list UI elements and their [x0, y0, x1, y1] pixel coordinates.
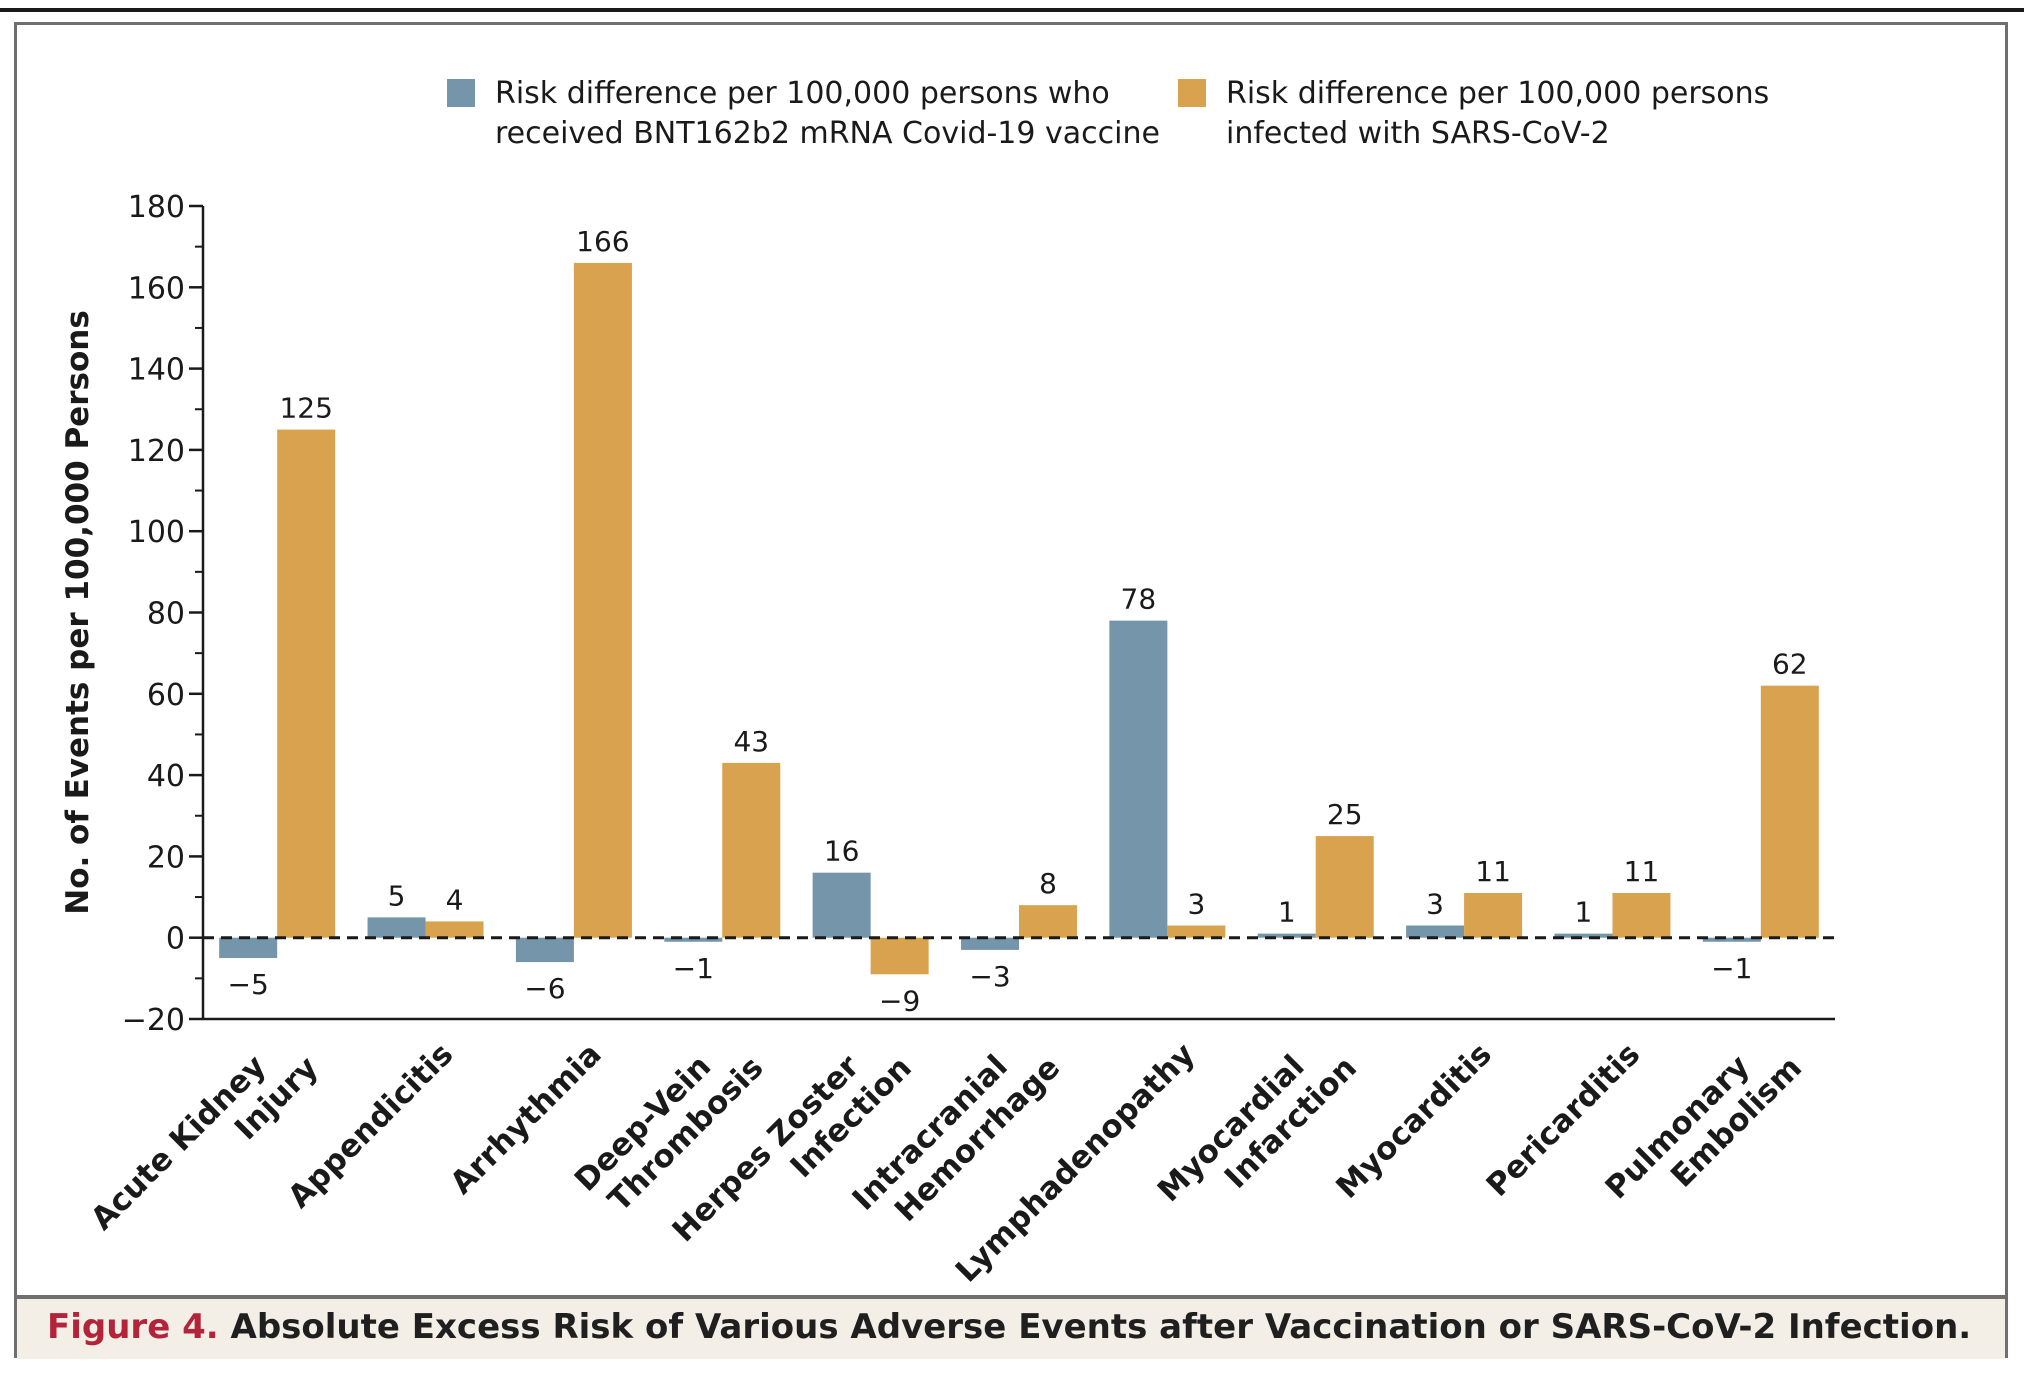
x-tick-label-line: Myocarditis: [1329, 1036, 1498, 1205]
data-label: 62: [1772, 648, 1808, 681]
bar: [1019, 905, 1077, 938]
legend-label-line: received BNT162b2 mRNA Covid-19 vaccine: [495, 116, 1160, 151]
bar: [1760, 685, 1819, 938]
y-tick-label: 60: [147, 678, 185, 713]
data-label: 1: [1575, 896, 1593, 929]
bar: [1315, 836, 1374, 938]
data-label: −5: [228, 968, 269, 1001]
y-tick-label: 80: [147, 597, 185, 632]
y-tick-label: −20: [122, 1003, 185, 1038]
data-label: 5: [388, 879, 406, 912]
caption-bar: Figure 4. Absolute Excess Risk of Variou…: [17, 1295, 2005, 1359]
figure-caption: Figure 4. Absolute Excess Risk of Variou…: [47, 1307, 1971, 1347]
data-label: 3: [1187, 888, 1205, 921]
legend-swatch: [447, 79, 475, 107]
bar: [219, 937, 278, 959]
y-axis-title: No. of Events per 100,000 Persons: [60, 310, 96, 915]
y-tick-label: 180: [128, 190, 185, 225]
data-label: −6: [524, 972, 565, 1005]
bar: [722, 762, 781, 938]
legend-label: Risk difference per 100,000 persons who r…: [495, 76, 1160, 151]
data-label: 1: [1278, 896, 1296, 929]
data-label: 43: [733, 725, 769, 758]
x-tick-label-line: Acute Kidney: [84, 1048, 273, 1237]
bar: [367, 917, 426, 938]
bar: [1612, 892, 1671, 938]
data-label: −1: [1711, 952, 1752, 985]
bar: [277, 429, 336, 938]
y-tick-label: 0: [166, 922, 185, 957]
data-label: −9: [879, 984, 920, 1017]
bar: [1406, 925, 1465, 938]
bar: [1554, 933, 1613, 938]
bar: [812, 872, 871, 938]
figure-number: Figure 4.: [47, 1307, 219, 1347]
legend-label-line: Risk difference per 100,000 persons who: [495, 76, 1110, 111]
bar: [1464, 892, 1523, 938]
data-label: −1: [673, 952, 714, 985]
bar: [1257, 933, 1316, 938]
figure-frame: [14, 22, 2008, 1358]
data-label: 11: [1624, 855, 1660, 888]
data-label: 125: [279, 392, 332, 425]
top-rule: [0, 8, 2024, 12]
data-label: 78: [1121, 583, 1157, 616]
data-label: −3: [969, 960, 1010, 993]
bar: [573, 262, 632, 938]
bar: [1109, 620, 1168, 938]
bar: [1167, 925, 1226, 938]
x-tick-label: Acute KidneyInjury: [84, 1023, 325, 1264]
y-tick-label: 160: [128, 271, 185, 306]
legend-label-line: infected with SARS-CoV-2: [1226, 116, 1610, 151]
y-tick-label: 120: [128, 434, 185, 469]
y-tick-label: 20: [147, 840, 185, 875]
figure-title: Absolute Excess Risk of Various Adverse …: [230, 1307, 1972, 1347]
y-tick-label: 140: [128, 353, 185, 388]
bar: [664, 937, 723, 942]
bar: [515, 937, 574, 963]
bar: [870, 937, 929, 975]
y-tick-label: 40: [147, 759, 185, 794]
data-label: 25: [1327, 798, 1363, 831]
data-label: 4: [446, 883, 464, 916]
data-label: 11: [1475, 855, 1511, 888]
x-tick-label: Myocarditis: [1329, 1036, 1498, 1205]
data-label: 166: [576, 225, 629, 258]
legend-label: Risk difference per 100,000 persons infec…: [1226, 76, 1769, 151]
data-label: 3: [1426, 888, 1444, 921]
y-tick-label: 100: [128, 515, 185, 550]
bar: [425, 921, 484, 938]
bar: [1702, 937, 1761, 942]
bar: [961, 937, 1019, 950]
legend-swatch: [1178, 79, 1206, 107]
data-label: 16: [824, 835, 860, 868]
legend-label-line: Risk difference per 100,000 persons: [1226, 76, 1769, 111]
data-label: 8: [1039, 867, 1057, 900]
